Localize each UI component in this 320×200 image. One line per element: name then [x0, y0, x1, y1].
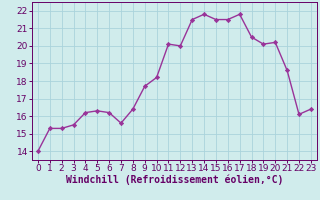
X-axis label: Windchill (Refroidissement éolien,°C): Windchill (Refroidissement éolien,°C) — [66, 175, 283, 185]
